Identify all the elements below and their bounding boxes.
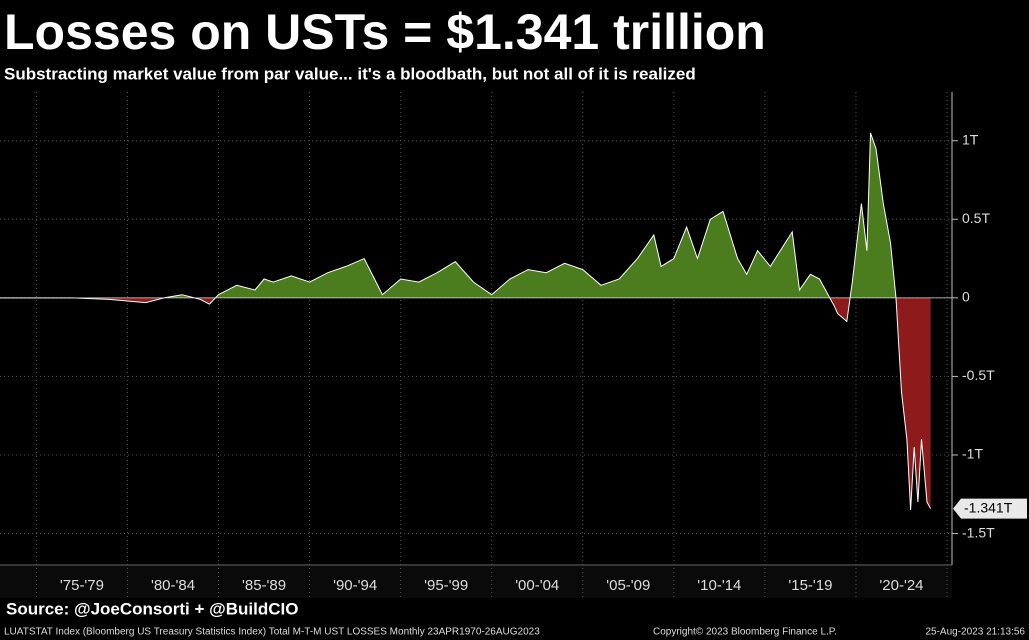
value-callout-box [953,498,1027,519]
x-band-label: '10-'14 [697,577,741,594]
source: Source: @JoeConsorti + @BuildCIO [6,599,298,618]
x-band-label: '80-'84 [151,577,195,594]
y-tick-label: 1T [962,131,979,147]
y-tick-label: -0.5T [962,367,995,383]
y-tick-label: 0.5T [962,210,990,226]
x-band-label: '85-'89 [242,577,286,594]
x-band-label: '20-'24 [879,577,923,594]
x-band-label: '15-'19 [788,577,832,594]
x-band-label: '75-'79 [60,577,104,594]
x-band-label: '00-'04 [515,577,559,594]
y-tick-label: -1T [962,446,983,462]
x-band-label: '05-'09 [606,577,650,594]
footer: LUATSTAT Index (Bloomberg US Treasury St… [4,627,540,638]
timestamp: 25-Aug-2023 21:13:56 [925,627,1025,638]
line [0,132,932,511]
y-tick-label: -1.5T [962,524,995,540]
y-tick-label: 0 [962,289,970,305]
chart-subtitle: Substracting market value from par value… [4,64,696,83]
value-callout: -1.341T [964,499,1013,515]
copyright: Copyright© 2023 Bloomberg Finance L.P. [653,627,837,638]
x-band-label: '95-'99 [424,577,468,594]
x-band-label: '90-'94 [333,577,377,594]
x-axis-band [0,565,952,598]
chart-title: Losses on USTs = $1.341 trillion [4,4,766,60]
